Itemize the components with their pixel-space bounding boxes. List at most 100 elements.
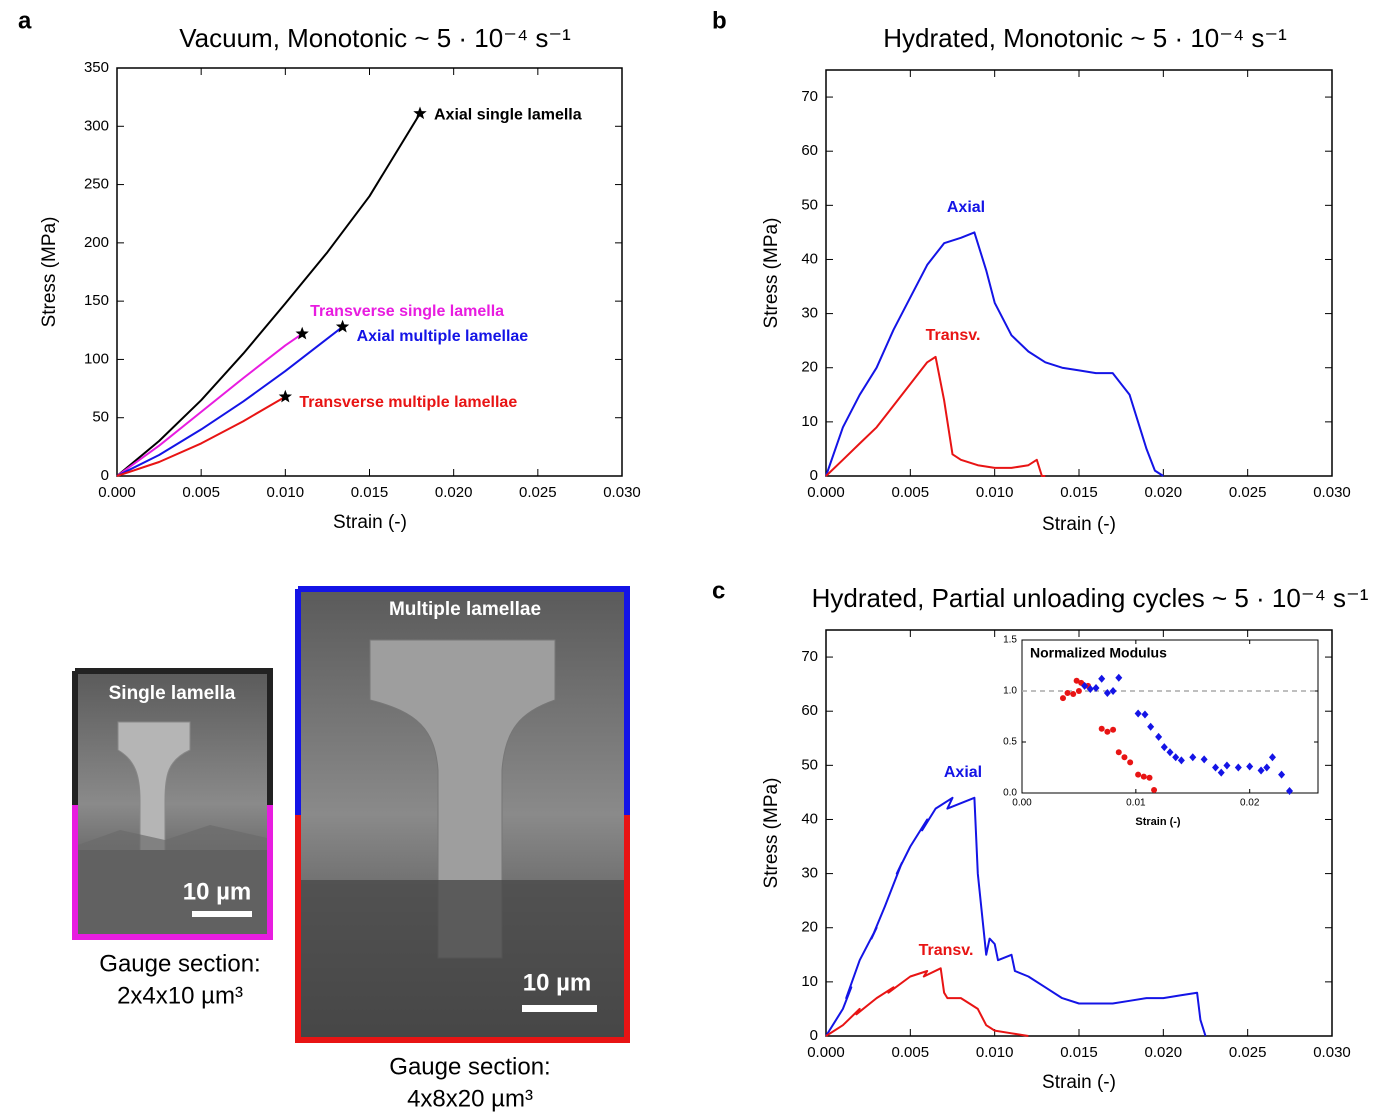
caption: Gauge section: — [389, 1053, 550, 1080]
y-tick-label: 200 — [84, 234, 109, 251]
data-line — [825, 355, 1046, 477]
y-tick-label: 300 — [84, 117, 109, 134]
end-marker — [413, 106, 427, 120]
y-axis-label: Stress (MPa) — [39, 217, 60, 328]
series-label: Axial multiple lamellae — [357, 328, 529, 345]
x-tick-label: 0.000 — [807, 484, 845, 501]
scale-bar-label: 10 µm — [523, 969, 592, 996]
y-tick-label: 150 — [84, 292, 109, 309]
data-point — [1212, 763, 1220, 772]
y-tick-label: 1.0 — [1003, 686, 1017, 697]
y-tick-label: 50 — [801, 196, 818, 213]
y-tick-label: 30 — [801, 305, 818, 322]
scale-bar-label: 10 µm — [183, 878, 252, 905]
data-point — [1121, 754, 1128, 761]
x-tick-label: 0.000 — [807, 1044, 845, 1061]
y-tick-label: 50 — [801, 756, 818, 773]
data-point — [1081, 681, 1089, 690]
chart-title: Hydrated, Monotonic ~ 5 · 10⁻⁴ s⁻¹ — [883, 23, 1287, 53]
series-label: Transv. — [919, 942, 974, 959]
plot-frame — [825, 69, 1333, 477]
caption: Gauge section: — [99, 950, 260, 977]
data-point — [1134, 709, 1142, 718]
x-tick-label: 0.015 — [1060, 484, 1098, 501]
data-point — [1070, 691, 1077, 698]
data-point — [1246, 762, 1254, 771]
x-axis-label: Strain (-) — [1042, 1072, 1116, 1093]
data-point — [1098, 725, 1105, 732]
y-tick-label: 50 — [92, 409, 109, 426]
chart-title: Hydrated, Partial unloading cycles ~ 5 ·… — [812, 583, 1369, 613]
x-tick-label: 0.025 — [1229, 1044, 1267, 1061]
data-point — [1257, 766, 1265, 775]
data-point — [1146, 774, 1153, 781]
x-tick-label: 0.030 — [1313, 484, 1351, 501]
x-tick-label: 0.005 — [892, 1044, 930, 1061]
data-line — [116, 112, 421, 477]
data-point — [1059, 695, 1066, 702]
y-tick-label: 70 — [801, 88, 818, 105]
data-line — [116, 395, 286, 477]
inset-title: Normalized Modulus — [1030, 645, 1167, 661]
data-point — [1109, 687, 1117, 695]
y-tick-label: 0.5 — [1003, 737, 1017, 748]
data-point — [1075, 688, 1082, 694]
sem-image-multiple: Multiple lamellae 10 µm Gauge section: 4… — [295, 586, 630, 1112]
data-point — [1166, 748, 1174, 757]
y-axis-label: Stress (MPa) — [761, 778, 782, 889]
series-label: Transverse multiple lamellae — [299, 394, 517, 411]
inset-frame — [1021, 639, 1319, 794]
y-tick-label: 0 — [810, 1027, 818, 1044]
y-tick-label: 100 — [84, 350, 109, 367]
image-title: Multiple lamellae — [389, 599, 541, 620]
y-tick-label: 40 — [801, 810, 818, 827]
x-tick-label: 0.020 — [1145, 1044, 1183, 1061]
y-axis-label: Stress (MPa) — [761, 218, 782, 329]
panel-label: c — [712, 577, 725, 604]
series-label: Axial — [944, 764, 982, 781]
data-line — [116, 332, 303, 477]
plot-frame — [116, 67, 623, 477]
x-tick-label: 0.000 — [98, 484, 136, 501]
x-tick-label: 0.010 — [976, 484, 1014, 501]
x-tick-label: 0.025 — [519, 484, 557, 501]
x-tick-label: 0.020 — [1145, 484, 1183, 501]
x-axis-label: Strain (-) — [1135, 816, 1181, 828]
x-tick-label: 0.02 — [1240, 798, 1260, 809]
series-label: Axial single lamella — [434, 107, 582, 124]
data-point — [1177, 756, 1185, 765]
data-point — [1115, 749, 1122, 756]
data-point — [1278, 770, 1286, 779]
x-tick-label: 0.005 — [182, 484, 220, 501]
data-point — [1160, 743, 1168, 752]
x-tick-label: 0.00 — [1012, 798, 1032, 809]
panel-label: a — [18, 7, 32, 34]
y-tick-label: 10 — [801, 413, 818, 430]
data-point — [1234, 763, 1242, 772]
y-tick-label: 20 — [801, 919, 818, 936]
data-line — [825, 967, 1029, 1037]
data-point — [1155, 732, 1163, 741]
y-tick-label: 70 — [801, 648, 818, 665]
data-line — [825, 796, 1207, 1037]
x-tick-label: 0.030 — [603, 484, 641, 501]
x-tick-label: 0.015 — [351, 484, 389, 501]
y-tick-label: 30 — [801, 865, 818, 882]
y-tick-label: 1.5 — [1003, 635, 1017, 646]
x-tick-label: 0.030 — [1313, 1044, 1351, 1061]
data-point — [1223, 761, 1231, 770]
x-tick-label: 0.005 — [892, 484, 930, 501]
series-label: Transverse single lamella — [310, 303, 504, 320]
data-line — [825, 231, 1164, 477]
y-tick-label: 60 — [801, 702, 818, 719]
caption: 4x8x20 µm³ — [407, 1085, 533, 1112]
data-line — [116, 326, 344, 477]
data-point — [1064, 690, 1071, 697]
data-point — [1286, 786, 1294, 795]
y-tick-label: 60 — [801, 142, 818, 159]
data-point — [1140, 773, 1147, 780]
chart-title: Vacuum, Monotonic ~ 5 · 10⁻⁴ s⁻¹ — [179, 23, 571, 53]
data-point — [1086, 684, 1094, 693]
